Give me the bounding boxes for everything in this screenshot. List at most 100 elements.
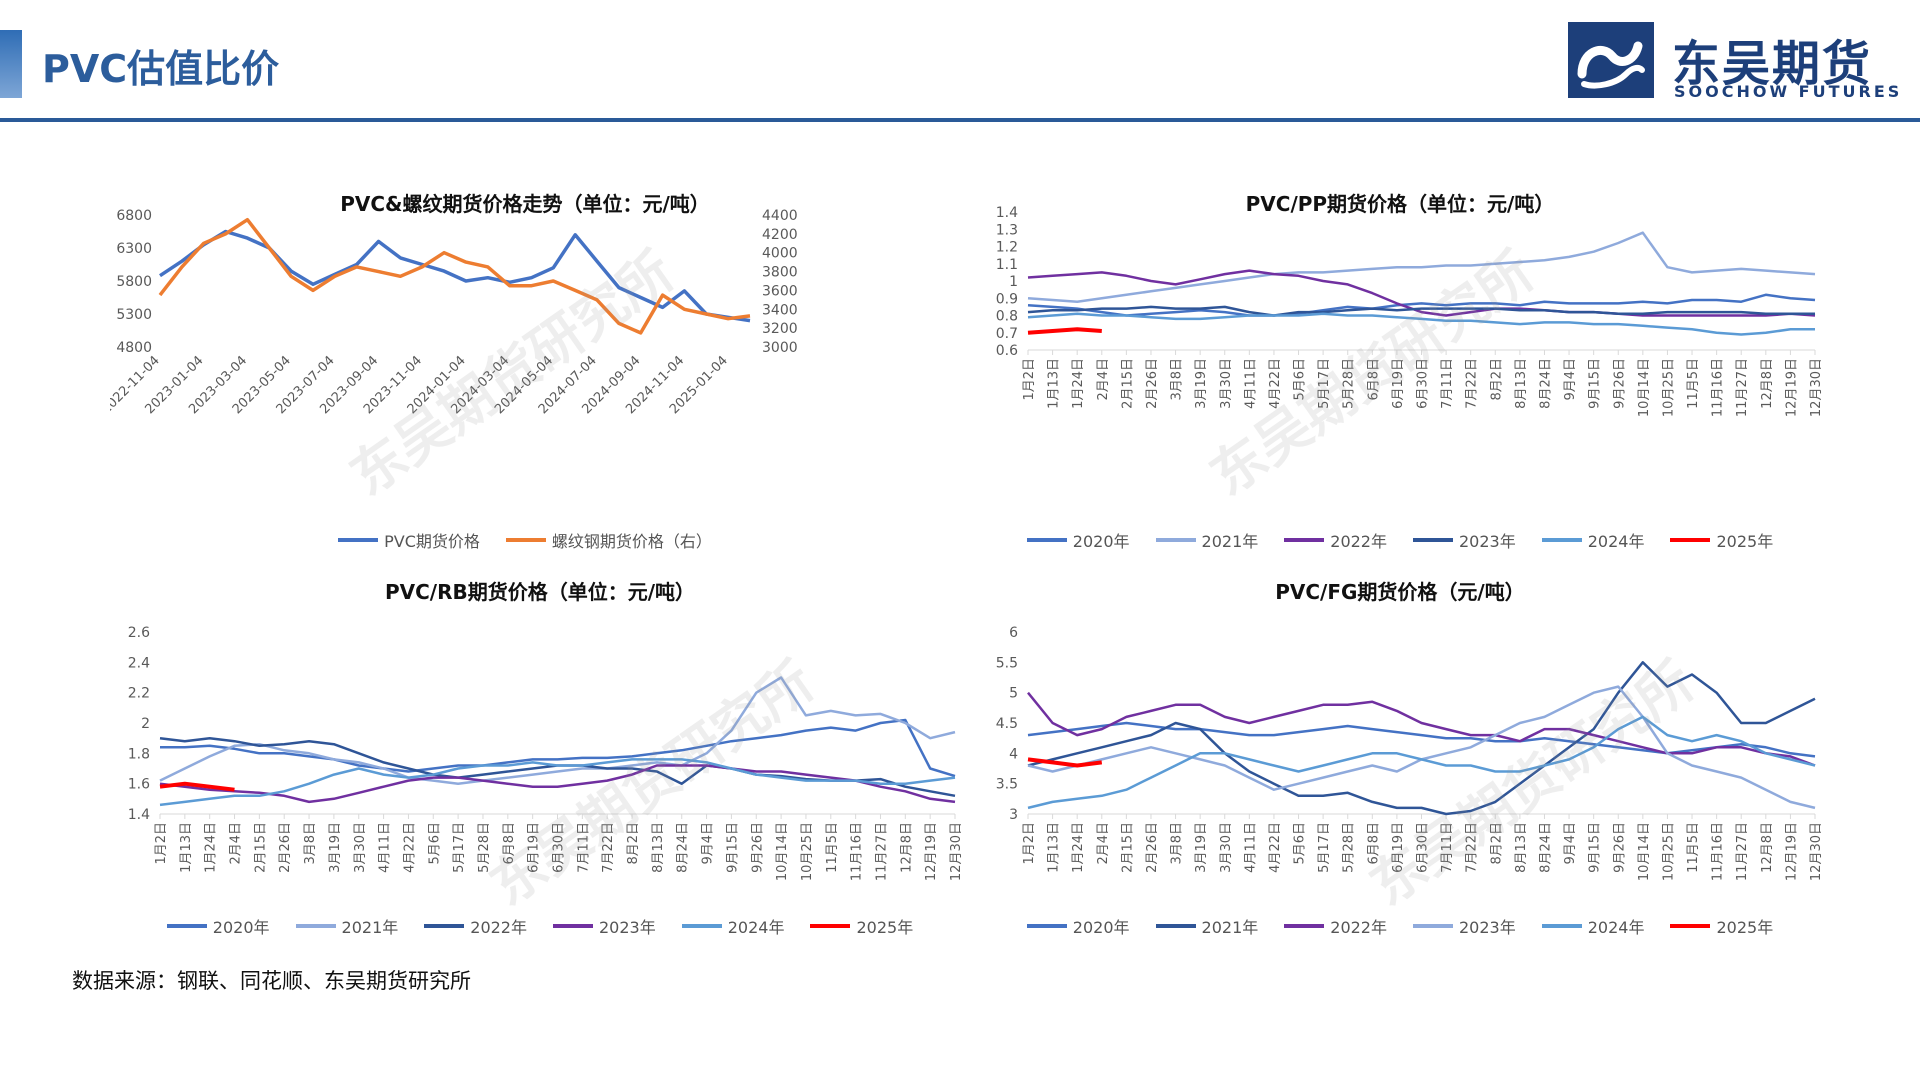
legend-swatch	[505, 538, 546, 542]
y-tick-label: 0.8	[996, 309, 1018, 325]
y-tick-label: 5	[1009, 686, 1018, 702]
x-tick-label: 5月6日	[1293, 358, 1308, 401]
legend-item: 2023年	[1413, 914, 1516, 938]
legend-swatch	[1413, 538, 1453, 542]
y-tick-label-left: 4800	[116, 340, 152, 356]
x-tick-label: 2月15日	[253, 822, 268, 873]
x-tick-label: 10月25日	[800, 822, 815, 881]
series-line	[1027, 293, 1816, 317]
x-tick-label: 2月4日	[229, 822, 244, 865]
legend-swatch	[1155, 538, 1196, 542]
legend-swatch	[681, 924, 722, 928]
x-tick-label: 2月26日	[1145, 358, 1160, 409]
legend-item: 2022年	[1284, 528, 1387, 552]
legend-swatch	[166, 924, 207, 928]
x-tick-label: 3月30日	[353, 822, 368, 873]
legend-label: 2021年	[341, 918, 399, 937]
series-line	[159, 676, 956, 785]
legend-item: 2025年	[1670, 528, 1773, 552]
legend-item: 2022年	[424, 914, 527, 938]
x-tick-label: 11月27日	[874, 822, 889, 881]
chart-legend: 2020年 2021年 2022年 2023年 2024年 2025年	[970, 914, 1830, 938]
legend-swatch	[1026, 924, 1067, 928]
legend-swatch	[1413, 924, 1453, 928]
chart-legend: 2020年 2021年 2022年 2023年 2024年 2025年	[970, 528, 1830, 552]
x-tick-label: 8月2日	[1489, 358, 1504, 401]
y-tick-label: 1.3	[996, 222, 1018, 238]
legend-swatch	[1541, 538, 1582, 542]
chart-plot: 0.60.70.8 0.911.11.2 1.31.4 1月2日 1月13日 1月24日 2…	[996, 205, 1824, 417]
y-tick-label: 1.8	[128, 746, 150, 762]
chart-title: PVC/PP期货价格（单位：元/吨）	[1245, 192, 1555, 216]
y-tick-label: 0.9	[996, 291, 1018, 307]
x-tick-label: 11月27日	[1735, 358, 1750, 417]
x-tick-label: 6月19日	[1391, 358, 1406, 409]
pvc-pp-ratio-chart: PVC/PP期货价格（单位：元/吨） 0.6 0.7 0.8 0.9 1 1.1 1.2 1.…	[970, 180, 1830, 560]
x-tick-label: 3月19日	[328, 822, 343, 873]
x-tick-label: 9月4日	[1563, 358, 1578, 401]
y-tick-label-right: 3400	[762, 302, 798, 318]
y-tick-label-right: 4200	[762, 227, 798, 243]
legend-item: 2024年	[681, 914, 785, 938]
legend-item: 2021年	[295, 914, 399, 938]
y-tick-label: 1.4	[128, 807, 150, 823]
y-tick-label-right: 3200	[762, 321, 798, 337]
x-tick-label: 3月8日	[1170, 358, 1185, 401]
x-tick-label: 12月30日	[1809, 822, 1824, 881]
legend-item: 2024年	[1541, 528, 1644, 552]
y-tick-label: 1.1	[996, 257, 1018, 273]
x-tick-label: 5月28日	[1342, 358, 1357, 409]
legend-label: 2025年	[856, 918, 914, 937]
chart-legend: PVC期货价格 螺纹钢期货价格（右）	[110, 528, 940, 552]
series-line	[159, 229, 751, 323]
x-tick-label: 6月8日	[502, 822, 517, 865]
x-tick-label: 10月14日	[1637, 358, 1652, 417]
chart-plot: 1.4 1.6 1.8 2 2.2 2.4 2.6 1月2日 1月13日 1月24日 2月4日 2月1…	[128, 625, 964, 881]
x-tick-label: 8月24日	[676, 822, 691, 873]
legend-item: 2024年	[1541, 914, 1644, 938]
series-line	[159, 764, 956, 804]
legend-label: 2020年	[1072, 918, 1130, 937]
x-tick-label: 2月26日	[278, 822, 293, 873]
series-line	[1027, 691, 1816, 767]
x-tick-label: 11月5日	[1686, 822, 1701, 873]
y-tick-label: 1.4	[996, 205, 1018, 221]
x-tick-label: 3月19日	[1194, 358, 1209, 409]
x-tick-label: 11月5日	[825, 822, 840, 873]
x-tick-label: 10月25日	[1661, 822, 1676, 881]
x-tick-label: 2月26日	[1145, 822, 1160, 873]
x-tick-label: 7月22日	[1465, 358, 1480, 409]
legend-label: 2024年	[727, 918, 785, 937]
series-line	[1027, 327, 1102, 335]
chart-plot: 4800 5300 5800 6300 6800 3000 3200 3400 3600 3800…	[110, 208, 798, 417]
x-tick-label: 6月30日	[1416, 358, 1431, 409]
legend-swatch	[1541, 924, 1582, 928]
legend-item: 2023年	[1413, 528, 1516, 552]
x-tick-label: 12月30日	[949, 822, 964, 881]
y-tick-label: 3	[1009, 807, 1018, 823]
legend-label: 2023年	[599, 918, 656, 937]
legend-label: 2021年	[1201, 532, 1259, 551]
pvc-rb-price-trend-chart: PVC&螺纹期货价格走势（单位：元/吨） 4800 5300 5800 6300 680…	[110, 180, 940, 560]
x-tick-label: 4月22日	[402, 822, 417, 873]
legend-item: 2023年	[553, 914, 656, 938]
legend-label: 2022年	[1330, 532, 1387, 551]
x-tick-label: 10月25日	[1661, 358, 1676, 417]
x-tick-label: 8月24日	[1538, 358, 1553, 409]
y-tick-label: 5.5	[996, 655, 1018, 671]
x-tick-label: 4月11日	[1243, 358, 1258, 409]
x-tick-label: 8月13日	[651, 822, 666, 873]
x-tick-label: 6月8日	[1366, 822, 1381, 865]
x-tick-label: 8月2日	[1489, 822, 1504, 865]
legend-item: 2025年	[810, 914, 913, 938]
legend-label: PVC期货价格	[384, 532, 480, 551]
y-tick-label-right: 4400	[762, 208, 798, 224]
x-tick-label: 5月6日	[427, 822, 442, 865]
y-tick-label-right: 4000	[762, 246, 798, 262]
logo-chinese-name: 东吴期货	[1672, 36, 1873, 92]
legend-label: 2021年	[1201, 918, 1259, 937]
x-tick-label: 8月13日	[1514, 822, 1529, 873]
legend-swatch	[553, 924, 593, 928]
legend-item: 2020年	[166, 914, 270, 938]
y-tick-label: 1	[1009, 274, 1018, 290]
